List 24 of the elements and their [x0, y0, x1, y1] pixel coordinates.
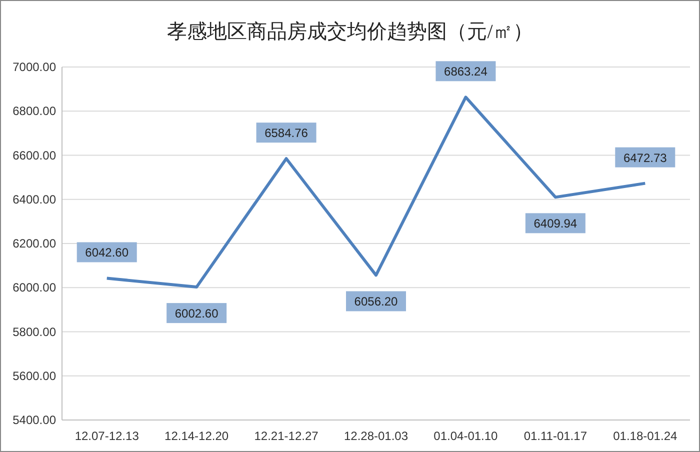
data-label: 6863.24 [444, 64, 488, 79]
data-label: 6409.94 [534, 216, 578, 231]
chart-title: 孝感地区商品房成交均价趋势图（元/㎡） [167, 21, 533, 43]
data-label: 6042.60 [85, 246, 129, 260]
data-label: 6002.60 [174, 306, 219, 321]
y-tick-label: 6200.00 [12, 236, 56, 250]
y-tick-label: 6600.00 [12, 148, 56, 162]
data-label: 6584.76 [264, 126, 308, 140]
x-tick-label: 12.07-12.13 [74, 429, 140, 443]
y-tick-label: 6000.00 [12, 280, 56, 295]
y-tick-label: 5800.00 [12, 324, 56, 339]
x-tick-label: 12.28-01.03 [344, 429, 408, 443]
y-tick-label: 5400.00 [12, 413, 56, 427]
x-tick-label: 01.11-01.17 [524, 429, 588, 443]
y-tick-label: 6800.00 [12, 104, 56, 118]
x-tick-label: 01.04-01.10 [434, 429, 498, 443]
data-label: 6472.73 [623, 150, 668, 165]
data-label: 6056.20 [354, 294, 398, 309]
y-tick-label: 6400.00 [12, 192, 56, 206]
x-tick-label: 12.21-12.27 [254, 429, 319, 443]
x-tick-label: 01.18-01.24 [613, 429, 678, 443]
x-tick-label: 12.14-12.20 [164, 429, 229, 443]
y-tick-label: 7000.00 [12, 60, 56, 74]
y-tick-label: 5600.00 [12, 368, 56, 383]
